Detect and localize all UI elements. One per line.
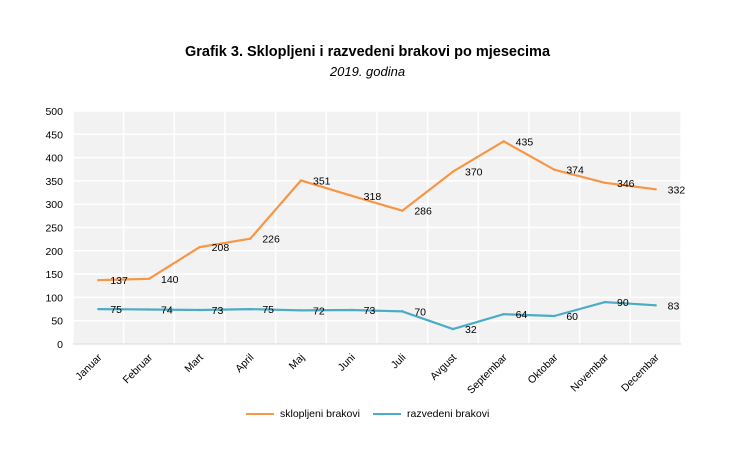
- data-label: 208: [212, 242, 230, 254]
- legend: sklopljeni brakovi razvedeni brakovi: [0, 406, 735, 422]
- data-label: 140: [161, 274, 179, 286]
- data-point: [147, 308, 151, 311]
- data-label: 74: [161, 305, 173, 317]
- data-label: 75: [262, 304, 274, 316]
- x-tick-label: Juli: [389, 352, 409, 372]
- x-tick-label: Avgust: [428, 352, 459, 383]
- data-point: [451, 327, 455, 331]
- data-point: [502, 140, 505, 143]
- data-label: 137: [110, 275, 128, 287]
- data-label: 83: [668, 300, 680, 312]
- data-point: [97, 278, 100, 282]
- data-label: 32: [465, 324, 477, 336]
- data-label: 332: [668, 184, 686, 196]
- data-point: [654, 304, 657, 307]
- data-label: 72: [313, 305, 325, 317]
- series-line-razvedeni: [98, 301, 656, 331]
- series-line-sklopljeni: [98, 140, 656, 282]
- data-point: [401, 310, 404, 313]
- data-label: 374: [566, 165, 584, 177]
- data-label: 351: [313, 175, 331, 187]
- data-label: 370: [465, 167, 483, 179]
- y-tick-label: 500: [45, 106, 63, 118]
- y-tick-label: 100: [45, 292, 63, 304]
- data-point: [603, 300, 607, 304]
- x-tick-label: Januar: [73, 351, 105, 383]
- data-point: [502, 312, 505, 316]
- x-tick-label: Decembar: [619, 351, 662, 394]
- data-point: [451, 170, 455, 173]
- y-tick-label: 450: [45, 129, 63, 141]
- x-tick-label: Mart: [182, 352, 205, 375]
- x-tick-label: April: [233, 352, 256, 375]
- legend-item-sklopljeni: sklopljeni brakovi: [246, 406, 360, 422]
- data-point: [553, 314, 556, 318]
- data-label: 346: [617, 178, 635, 190]
- data-point: [654, 188, 657, 191]
- data-point: [249, 237, 252, 240]
- data-label: 73: [212, 305, 224, 317]
- data-point: [350, 194, 353, 198]
- x-tick-label: Maj: [287, 352, 307, 372]
- x-tick-label: Novembar: [568, 351, 611, 394]
- data-label: 60: [566, 311, 578, 323]
- data-point: [198, 245, 201, 249]
- data-label: 318: [364, 191, 382, 203]
- data-point: [553, 168, 556, 171]
- y-tick-label: 350: [45, 176, 63, 188]
- chart-title: Grafik 3. Sklopljeni i razvedeni brakovi…: [184, 44, 551, 60]
- data-label: 90: [617, 297, 629, 309]
- data-label: 435: [516, 136, 534, 148]
- data-label: 70: [414, 306, 426, 318]
- y-tick-label: 50: [51, 316, 63, 328]
- legend-item-razvedeni: razvedeni brakovi: [373, 406, 489, 422]
- data-point: [97, 307, 100, 311]
- y-tick-label: 0: [57, 339, 63, 351]
- y-tick-label: 250: [45, 223, 63, 235]
- x-tick-label: Septembar: [465, 351, 510, 396]
- data-point: [401, 209, 404, 212]
- data-point: [249, 307, 252, 311]
- data-label: 64: [516, 309, 528, 321]
- y-tick-label: 400: [45, 153, 63, 165]
- data-point: [299, 179, 303, 182]
- data-point: [350, 308, 353, 312]
- x-tick-label: Oktobar: [526, 351, 561, 386]
- legend-swatch-sklopljeni: [246, 413, 274, 415]
- legend-label-sklopljeni: sklopljeni brakovi: [280, 408, 360, 420]
- legend-label-razvedeni: razvedeni brakovi: [407, 408, 490, 420]
- data-point: [299, 309, 303, 312]
- y-tick-label: 150: [45, 269, 63, 281]
- data-label: 73: [364, 305, 376, 317]
- data-label: 226: [262, 234, 280, 246]
- legend-swatch-razvedeni: [373, 413, 401, 415]
- y-tick-label: 200: [45, 246, 63, 258]
- x-tick-label: Februar: [121, 351, 156, 386]
- x-tick-label: Juni: [336, 352, 358, 374]
- data-point: [603, 181, 607, 184]
- data-point: [147, 277, 151, 280]
- data-label: 286: [414, 206, 432, 218]
- chart-subtitle: 2019. godina: [329, 64, 406, 79]
- data-label: 75: [110, 304, 122, 316]
- y-tick-label: 300: [45, 199, 63, 211]
- data-point: [198, 308, 201, 312]
